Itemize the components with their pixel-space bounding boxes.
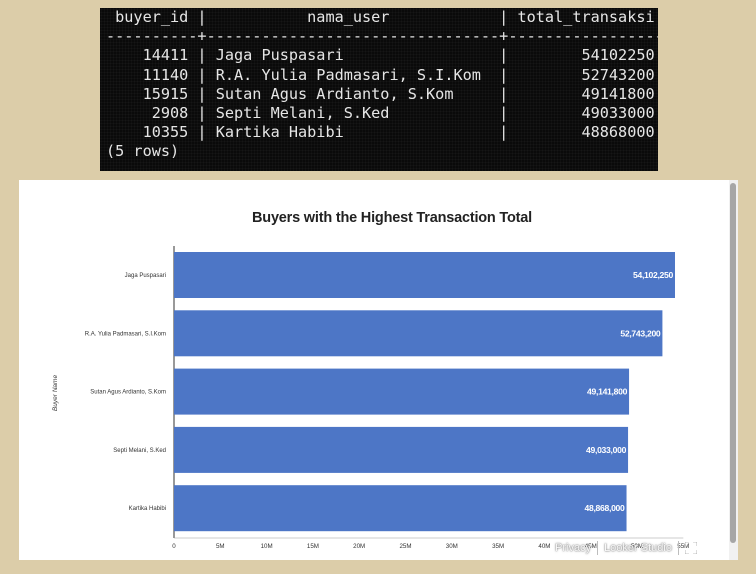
footer-divider [597,541,599,555]
chart-title: Buyers with the Highest Transaction Tota… [252,210,532,226]
category-label: R.A. Yulia Padmasari, S.I.Kom [85,331,166,337]
fullscreen-icon[interactable] [684,541,698,555]
bar [174,485,627,532]
x-tick-label: 10M [261,543,273,550]
bar [174,252,675,298]
x-tick-label: 35M [492,543,504,550]
footer-divider [677,541,679,555]
terminal-row: 11140 | R.A. Yulia Padmasari, S.I.Kom | … [106,65,655,84]
terminal-row: 2908 | Septi Melani, S.Ked | 49033000 [106,103,655,122]
terminal-header: buyer_id | nama_user | total_transaksi [106,8,655,26]
x-tick-label: 55M [677,543,689,550]
category-label: Sutan Agus Ardianto, S.Kom [90,390,166,396]
x-tick-label: 5M [216,543,225,550]
terminal-row: 10355 | Kartika Habibi | 48868000 [106,123,655,142]
x-tick-label: 30M [446,543,458,550]
looker-chart-card: Buyers with the Highest Transaction Tota… [19,180,738,560]
y-axis-title: Buyer Name [52,375,59,412]
bar-value-label: 48,868,000 [585,503,626,513]
vertical-scrollbar[interactable] [729,180,738,560]
x-tick-label: 20M [353,543,365,550]
category-label: Kartika Habibi [129,506,166,512]
bar-value-label: 52,743,200 [620,328,661,338]
bar [174,368,630,415]
psql-terminal: buyer_id | nama_user | total_transaksi --… [100,8,658,171]
bar [174,310,663,357]
category-label: Jaga Puspasari [125,273,166,279]
bar-value-label: 54,102,250 [633,270,674,280]
report-footer: Privacy Looker Studio [555,539,698,557]
privacy-link[interactable]: Privacy [555,542,592,554]
bar-chart: Buyer Name 54,102,250 Jaga Puspasari 52,743… [52,246,689,550]
looker-studio-link[interactable]: Looker Studio [604,542,672,554]
x-tick-label: 15M [307,543,319,550]
x-tick-label: 45M [585,543,597,550]
bar-value-label: 49,141,800 [587,387,628,397]
bar-value-label: 49,033,000 [586,445,627,455]
x-tick-label: 50M [631,543,643,550]
category-label: Septi Melani, S.Ked [113,448,166,454]
terminal-row-count: (5 rows) [106,142,180,161]
terminal-row: 15915 | Sutan Agus Ardianto, S.Kom | 491… [106,84,655,103]
x-tick-label: 0 [172,543,176,550]
bar [174,426,629,473]
terminal-separator: ----------+-----------------------------… [106,27,658,46]
terminal-row: 14411 | Jaga Puspasari | 54102250 [106,46,655,65]
scrollbar-thumb[interactable] [730,183,736,543]
x-tick-label: 40M [538,543,550,550]
x-tick-label: 25M [399,543,411,550]
